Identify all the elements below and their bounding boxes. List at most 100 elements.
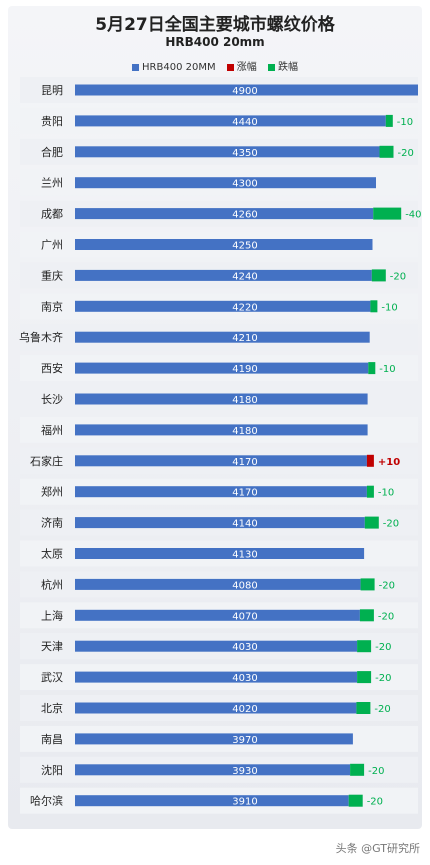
legend-swatch-down xyxy=(267,63,275,71)
value-label: 4130 xyxy=(232,550,257,561)
value-label: 4180 xyxy=(232,395,257,406)
category-label: 北京 xyxy=(41,701,63,715)
price-bar xyxy=(75,115,386,127)
price-bar xyxy=(75,702,357,714)
decrease-bar xyxy=(371,269,386,282)
change-label: -20 xyxy=(383,519,399,530)
value-label: 4220 xyxy=(232,302,257,313)
decrease-bar xyxy=(359,609,374,622)
category-label: 重庆 xyxy=(41,268,63,282)
decrease-bar xyxy=(350,763,365,776)
value-label: 3930 xyxy=(232,766,257,777)
decrease-bar xyxy=(373,207,402,220)
category-label: 昆明 xyxy=(41,84,63,97)
category-label: 郑州 xyxy=(41,485,63,499)
category-label: 太原 xyxy=(41,548,63,561)
decrease-bar xyxy=(370,300,378,313)
price-bar xyxy=(75,455,367,467)
category-label: 乌鲁木齐 xyxy=(19,330,63,344)
category-label: 广州 xyxy=(41,239,63,252)
legend-swatch-base xyxy=(132,63,140,71)
chart-legend: HRB400 20MM 涨幅 跌幅 xyxy=(0,58,430,73)
price-bar xyxy=(75,300,371,312)
value-label: 4140 xyxy=(232,519,257,530)
price-bar xyxy=(75,84,418,96)
value-label: 4030 xyxy=(232,673,257,684)
category-label: 福州 xyxy=(41,423,63,437)
change-label: -20 xyxy=(379,580,395,591)
price-bar xyxy=(75,517,365,529)
legend-label-up: 涨幅 xyxy=(236,62,257,73)
legend-label-base: HRB400 20MM xyxy=(142,62,216,73)
decrease-bar xyxy=(348,794,363,807)
category-label: 上海 xyxy=(41,608,63,622)
value-label: 4440 xyxy=(232,117,257,128)
price-bar xyxy=(75,795,349,807)
category-label: 武汉 xyxy=(41,671,63,684)
price-bar xyxy=(75,486,367,498)
category-label: 兰州 xyxy=(41,177,63,190)
chart-subtitle: HRB400 20mm xyxy=(165,35,265,49)
chart-title: 5月27日全国主要城市螺纹价格 xyxy=(95,15,335,35)
bar-chart: 昆明 4900 贵阳 4440 -10 合肥 4350 -20 兰州 4300 成都 4260 -40 广… xyxy=(19,77,422,814)
value-label: 4180 xyxy=(232,426,257,437)
change-label: -20 xyxy=(368,766,384,777)
price-bar xyxy=(75,671,358,683)
change-label: -20 xyxy=(375,673,391,684)
price-bar xyxy=(75,764,351,776)
value-label: 4170 xyxy=(232,457,257,468)
price-bar xyxy=(75,733,353,745)
value-label: 3970 xyxy=(232,735,257,746)
value-label: 3910 xyxy=(232,797,257,808)
value-label: 4240 xyxy=(232,271,257,282)
decrease-bar xyxy=(385,114,393,127)
price-bar xyxy=(75,239,373,250)
value-label: 4350 xyxy=(232,148,257,159)
category-label: 石家庄 xyxy=(30,454,63,468)
decrease-bar xyxy=(368,362,376,375)
category-label: 长沙 xyxy=(41,393,63,406)
category-label: 哈尔滨 xyxy=(30,794,63,808)
legend-item-down: 跌幅 xyxy=(267,58,298,73)
value-label: 4250 xyxy=(232,241,257,252)
category-label: 成都 xyxy=(41,208,63,221)
legend-swatch-up xyxy=(226,63,234,71)
category-label: 沈阳 xyxy=(41,763,63,777)
category-label: 南京 xyxy=(41,299,63,313)
legend-item-base: HRB400 20MM xyxy=(132,62,216,73)
price-bar xyxy=(75,331,370,343)
price-bar xyxy=(75,269,372,281)
decrease-bar xyxy=(366,485,374,498)
value-label: 4030 xyxy=(232,642,257,653)
watermark-text: 头条 @GT研究所 xyxy=(335,842,420,855)
change-label: -20 xyxy=(375,642,391,653)
change-label: -10 xyxy=(397,117,413,128)
value-label: 4070 xyxy=(232,611,257,622)
value-label: 4080 xyxy=(232,580,257,591)
change-label: -10 xyxy=(379,364,395,375)
change-label: +10 xyxy=(378,457,400,468)
price-bar xyxy=(75,424,368,436)
value-label: 4170 xyxy=(232,488,257,499)
value-label: 4300 xyxy=(232,179,257,190)
value-label: 4210 xyxy=(232,333,257,344)
change-label: -20 xyxy=(378,611,394,622)
category-label: 杭州 xyxy=(41,577,63,591)
change-label: -10 xyxy=(378,488,394,499)
change-label: -20 xyxy=(367,797,383,808)
category-label: 合肥 xyxy=(41,145,63,159)
price-bar xyxy=(75,609,360,621)
price-bar xyxy=(75,208,374,220)
price-bar xyxy=(75,146,380,158)
change-label: -20 xyxy=(374,704,390,715)
value-label: 4020 xyxy=(232,704,257,715)
price-bar xyxy=(75,177,376,189)
increase-bar xyxy=(366,454,374,467)
legend-item-up: 涨幅 xyxy=(226,58,257,73)
price-bar xyxy=(75,578,361,590)
price-bar xyxy=(75,362,369,374)
value-label: 4190 xyxy=(232,364,257,375)
legend-label-down: 跌幅 xyxy=(277,62,298,73)
change-label: -40 xyxy=(405,210,421,221)
category-label: 济南 xyxy=(41,516,63,530)
